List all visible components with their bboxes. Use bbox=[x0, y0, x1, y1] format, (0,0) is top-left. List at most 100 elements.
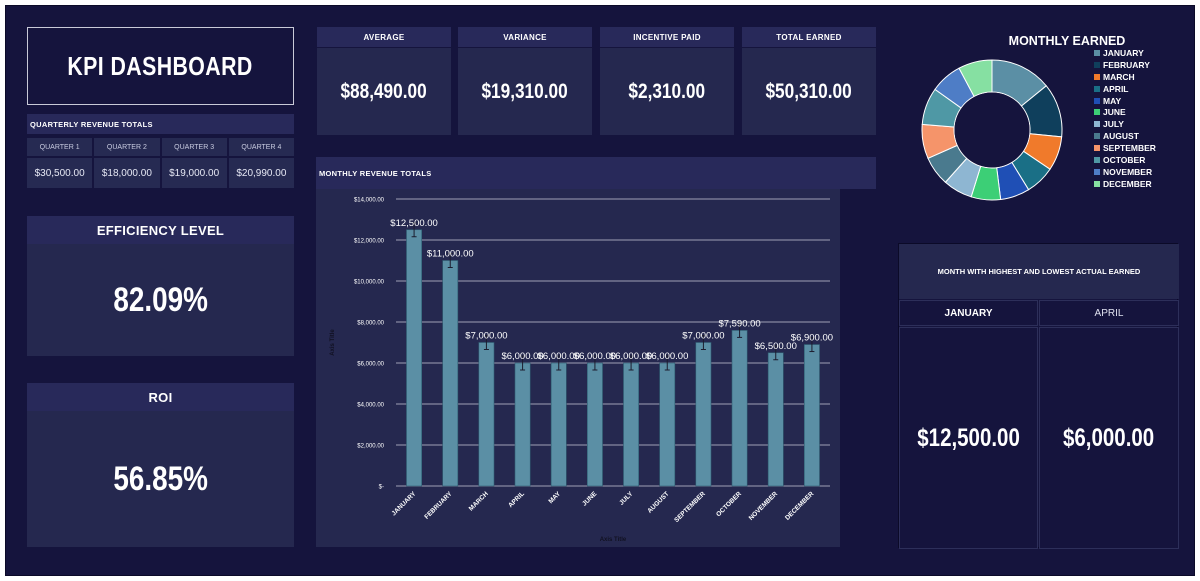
x-tick-label: DECEMBER bbox=[784, 490, 815, 521]
lowest-value-cell: $6,000.00 bbox=[1039, 327, 1179, 549]
data-label: $6,000.00 bbox=[538, 351, 580, 362]
legend-label: OCTOBER bbox=[1103, 154, 1146, 165]
legend-swatch bbox=[1094, 168, 1100, 175]
y-tick-label: $10,000.00 bbox=[354, 280, 385, 286]
data-label: $6,000.00 bbox=[501, 351, 543, 362]
legend-swatch bbox=[1094, 133, 1100, 140]
x-tick-label: MARCH bbox=[468, 490, 490, 512]
x-tick-label: JANUARY bbox=[390, 490, 417, 517]
legend-item: AUGUST bbox=[1094, 130, 1184, 142]
highest-value: $12,500.00 bbox=[917, 423, 1020, 452]
legend-item: JUNE bbox=[1094, 106, 1184, 118]
highlow-panel: MONTH WITH HIGHEST AND LOWEST ACTUAL EAR… bbox=[898, 243, 1179, 549]
donut-hole bbox=[954, 92, 1030, 168]
y-tick-label: $6,000.00 bbox=[357, 362, 384, 368]
quarter-label: QUARTER 3 bbox=[161, 138, 227, 156]
legend-swatch bbox=[1094, 180, 1100, 187]
bar bbox=[478, 342, 495, 487]
legend-item: DECEMBER bbox=[1094, 178, 1184, 190]
x-tick-label: APRIL bbox=[507, 490, 526, 509]
x-tick-label: AUGUST bbox=[646, 490, 670, 514]
quarterly-header: QUARTERLY REVENUE TOTALS bbox=[27, 114, 294, 134]
kpi-average-label: AVERAGE bbox=[317, 27, 451, 47]
highlow-header: MONTH WITH HIGHEST AND LOWEST ACTUAL EAR… bbox=[899, 244, 1179, 299]
quarter-value: $30,500.00 bbox=[27, 158, 93, 188]
bar bbox=[695, 342, 712, 487]
kpi-incentive-label: INCENTIVE PAID bbox=[600, 27, 734, 47]
donut-chart-title: MONTHLY EARNED bbox=[1008, 34, 1126, 48]
highest-month: JANUARY bbox=[899, 300, 1038, 326]
legend-item: FEBRUARY bbox=[1094, 59, 1184, 71]
legend-swatch bbox=[1094, 121, 1100, 128]
legend-item: JANUARY bbox=[1094, 47, 1184, 59]
legend-swatch bbox=[1094, 73, 1100, 80]
bar bbox=[623, 362, 639, 487]
dashboard: KPI DASHBOARD QUARTERLY REVENUE TOTALS Q… bbox=[5, 5, 1195, 576]
donut-chart-area: MONTHLY EARNED JANUARY FEBRUARY MARCH APRIL… bbox=[912, 34, 1182, 214]
bar-chart-panel: $- $2,000.00 $4,000.00 $6,000.00 $8,000.00 $1… bbox=[316, 189, 840, 547]
kpi-average-value: $88,490.00 bbox=[340, 79, 428, 103]
x-tick-label: SEPTEMBER bbox=[673, 490, 707, 524]
kpi-total-card: $50,310.00 bbox=[742, 48, 876, 135]
data-label: $6,000.00 bbox=[574, 351, 616, 362]
y-axis-title: Axis Title bbox=[330, 329, 336, 356]
x-tick-label: OCTOBER bbox=[715, 490, 743, 518]
data-label: $6,000.00 bbox=[610, 351, 652, 362]
quarter-value: $20,990.00 bbox=[228, 158, 294, 188]
x-tick-label: JULY bbox=[618, 490, 635, 507]
legend-label: MARCH bbox=[1103, 71, 1135, 82]
x-axis-title: Axis Title bbox=[600, 537, 627, 543]
legend-item: JULY bbox=[1094, 118, 1184, 130]
donut-slice bbox=[958, 59, 993, 98]
bar bbox=[767, 352, 784, 487]
kpi-total-value: $50,310.00 bbox=[765, 79, 853, 103]
lowest-month: APRIL bbox=[1039, 300, 1179, 326]
legend-swatch bbox=[1094, 145, 1100, 152]
legend-item: OCTOBER bbox=[1094, 154, 1184, 166]
quarter-value: $19,000.00 bbox=[161, 158, 227, 188]
legend-item: SEPTEMBER bbox=[1094, 142, 1184, 154]
x-tick-label: NOVEMBER bbox=[748, 490, 780, 522]
legend-label: AUGUST bbox=[1103, 131, 1139, 142]
donut-chart bbox=[921, 59, 1063, 201]
legend-item: MAY bbox=[1094, 95, 1184, 107]
bar bbox=[659, 362, 676, 487]
data-label: $7,000.00 bbox=[682, 331, 724, 342]
data-label: $6,000.00 bbox=[646, 351, 688, 362]
highest-value-cell: $12,500.00 bbox=[899, 327, 1038, 549]
legend-label: NOVEMBER bbox=[1103, 166, 1153, 177]
bar bbox=[587, 362, 603, 487]
y-tick-label: $2,000.00 bbox=[357, 444, 384, 450]
quarter-label: QUARTER 4 bbox=[228, 138, 294, 156]
bar bbox=[442, 260, 459, 487]
data-label: $6,900.00 bbox=[791, 333, 833, 344]
y-tick-label: $8,000.00 bbox=[357, 321, 384, 327]
bar bbox=[514, 362, 531, 487]
bar bbox=[406, 229, 422, 487]
kpi-total-label: TOTAL EARNED bbox=[742, 27, 876, 47]
lowest-value: $6,000.00 bbox=[1063, 423, 1155, 452]
bar-chart: $- $2,000.00 $4,000.00 $6,000.00 $8,000.00 $1… bbox=[330, 198, 833, 544]
legend-swatch bbox=[1094, 156, 1100, 163]
quarter-value: $18,000.00 bbox=[94, 158, 160, 188]
efficiency-value: 82.09% bbox=[113, 280, 208, 319]
legend-item: NOVEMBER bbox=[1094, 166, 1184, 178]
data-label: $7,000.00 bbox=[465, 331, 507, 342]
y-tick-label: $- bbox=[379, 485, 384, 491]
kpi-incentive-card: $2,310.00 bbox=[600, 48, 734, 135]
legend-item: MARCH bbox=[1094, 71, 1184, 83]
kpi-variance-label: VARIANCE bbox=[458, 27, 592, 47]
efficiency-header: EFFICIENCY LEVEL bbox=[27, 216, 294, 244]
legend-label: SEPTEMBER bbox=[1103, 143, 1156, 154]
data-label: $6,500.00 bbox=[755, 341, 797, 352]
quarter-label: QUARTER 1 bbox=[27, 138, 93, 156]
bar bbox=[731, 330, 748, 487]
y-tick-label: $4,000.00 bbox=[357, 403, 384, 409]
legend-label: MAY bbox=[1103, 95, 1122, 106]
legend-swatch bbox=[1094, 49, 1100, 56]
quarterly-table: QUARTER 1 QUARTER 2 QUARTER 3 QUARTER 4 … bbox=[27, 138, 294, 188]
kpi-variance-value: $19,310.00 bbox=[481, 79, 569, 103]
x-tick-label: MAY bbox=[547, 490, 562, 505]
donut-legend: JANUARY FEBRUARY MARCH APRIL MAY JUNE JULY AUGU… bbox=[1094, 47, 1184, 190]
kpi-average-card: $88,490.00 bbox=[317, 48, 451, 135]
